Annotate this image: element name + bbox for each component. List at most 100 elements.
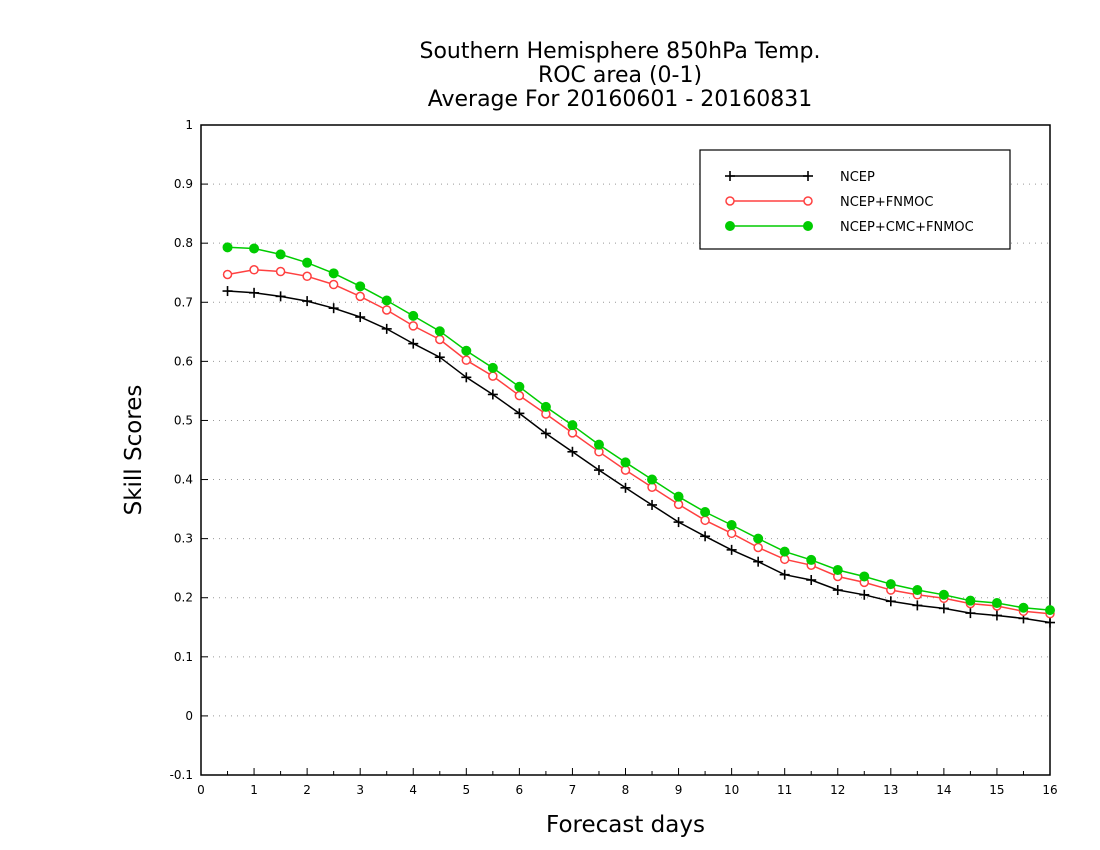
legend-marker — [725, 171, 735, 181]
series-ncep-cmc-fnmoc — [222, 242, 1055, 616]
y-tick-label: 1 — [185, 118, 193, 132]
data-point — [859, 571, 870, 582]
x-tick-label: 0 — [197, 783, 205, 797]
legend-marker — [803, 221, 813, 231]
legend-marker — [725, 196, 735, 206]
data-point — [965, 595, 976, 606]
data-point — [434, 326, 445, 337]
gridlines — [201, 183, 1050, 717]
data-point — [753, 533, 764, 544]
data-point — [965, 608, 976, 619]
data-point — [328, 268, 339, 279]
data-point — [620, 457, 631, 468]
data-point — [355, 281, 366, 292]
data-point — [567, 420, 578, 431]
legend-label: NCEP+FNMOC — [840, 195, 933, 210]
x-tick-label: 4 — [409, 783, 417, 797]
data-point — [753, 556, 764, 567]
x-axis-label: Forecast days — [546, 812, 705, 838]
data-point — [806, 554, 817, 565]
data-point — [832, 564, 843, 575]
data-point — [408, 338, 419, 349]
x-tick-label: 11 — [777, 783, 792, 797]
legend-marker — [725, 221, 735, 231]
y-tick-label: 0.3 — [174, 532, 193, 546]
data-point — [1045, 617, 1055, 628]
data-point — [1045, 605, 1055, 616]
x-tick-label: 1 — [250, 783, 258, 797]
data-point — [355, 312, 366, 323]
data-point — [912, 585, 923, 596]
x-tick-label: 14 — [936, 783, 951, 797]
data-point — [700, 507, 711, 518]
data-point — [328, 303, 339, 314]
data-series — [222, 242, 1055, 628]
data-point — [938, 603, 949, 614]
chart-title-line-2: ROC area (0-1) — [538, 63, 702, 88]
y-tick-label: 0.4 — [174, 473, 193, 487]
x-tick-label: 12 — [830, 783, 845, 797]
legend-item: NCEP+FNMOC — [725, 195, 933, 210]
data-point — [514, 408, 525, 419]
data-point — [302, 257, 313, 268]
data-point — [753, 542, 763, 553]
series-line — [227, 246, 1051, 611]
y-tick-label: -0.1 — [170, 768, 193, 782]
data-point — [435, 334, 445, 345]
data-point — [647, 474, 658, 485]
data-point — [461, 345, 472, 356]
data-point — [249, 287, 260, 298]
y-tick-label: 0.2 — [174, 591, 193, 605]
legend: NCEP NCEP+FNMOC NCEP+CMC+FNMOC — [699, 149, 1011, 250]
data-point — [673, 517, 684, 528]
data-point — [673, 491, 684, 502]
x-tick-label: 8 — [622, 783, 630, 797]
legend-label: NCEP — [840, 170, 875, 185]
data-point — [593, 465, 604, 476]
data-point — [885, 596, 896, 607]
data-point — [302, 271, 312, 282]
data-point — [408, 321, 418, 331]
x-tick-label: 10 — [724, 783, 739, 797]
legend-marker — [803, 196, 813, 206]
data-point — [567, 446, 578, 457]
data-point — [222, 269, 233, 280]
data-point — [249, 243, 260, 254]
data-point — [726, 520, 737, 531]
x-axis-ticks: 0 1 2 3 4 5 6 7 8 9 10 11 12 13 14 15 16 — [197, 768, 1058, 797]
y-tick-label: 0 — [185, 709, 193, 723]
series-ncep-fnmoc — [222, 265, 1055, 619]
data-point — [408, 310, 419, 321]
data-point — [700, 531, 711, 542]
data-point — [302, 296, 313, 307]
data-point — [593, 439, 604, 450]
data-point — [620, 482, 631, 493]
data-point — [726, 544, 737, 555]
data-point — [434, 352, 445, 363]
data-point — [700, 515, 710, 526]
data-point — [912, 600, 923, 611]
data-point — [355, 291, 365, 302]
y-tick-label: 0.1 — [174, 650, 193, 664]
x-tick-label: 3 — [356, 783, 364, 797]
legend-label: NCEP+CMC+FNMOC — [840, 220, 974, 235]
data-point — [779, 546, 790, 557]
x-tick-label: 15 — [989, 783, 1004, 797]
data-point — [328, 279, 339, 290]
y-tick-label: 0.9 — [174, 177, 193, 191]
data-point — [832, 585, 843, 596]
data-point — [991, 598, 1002, 609]
data-point — [487, 389, 498, 400]
data-point — [461, 355, 472, 365]
x-tick-label: 7 — [569, 783, 577, 797]
y-axis-label: Skill Scores — [121, 385, 147, 516]
data-point — [461, 372, 472, 383]
chart-title-line-3: Average For 20160601 - 20160831 — [428, 87, 813, 112]
chart-title-line-1: Southern Hemisphere 850hPa Temp. — [420, 39, 821, 64]
data-point — [222, 286, 233, 297]
x-tick-label: 5 — [462, 783, 470, 797]
data-point — [540, 401, 551, 412]
data-point — [487, 362, 498, 373]
data-point — [540, 428, 551, 439]
